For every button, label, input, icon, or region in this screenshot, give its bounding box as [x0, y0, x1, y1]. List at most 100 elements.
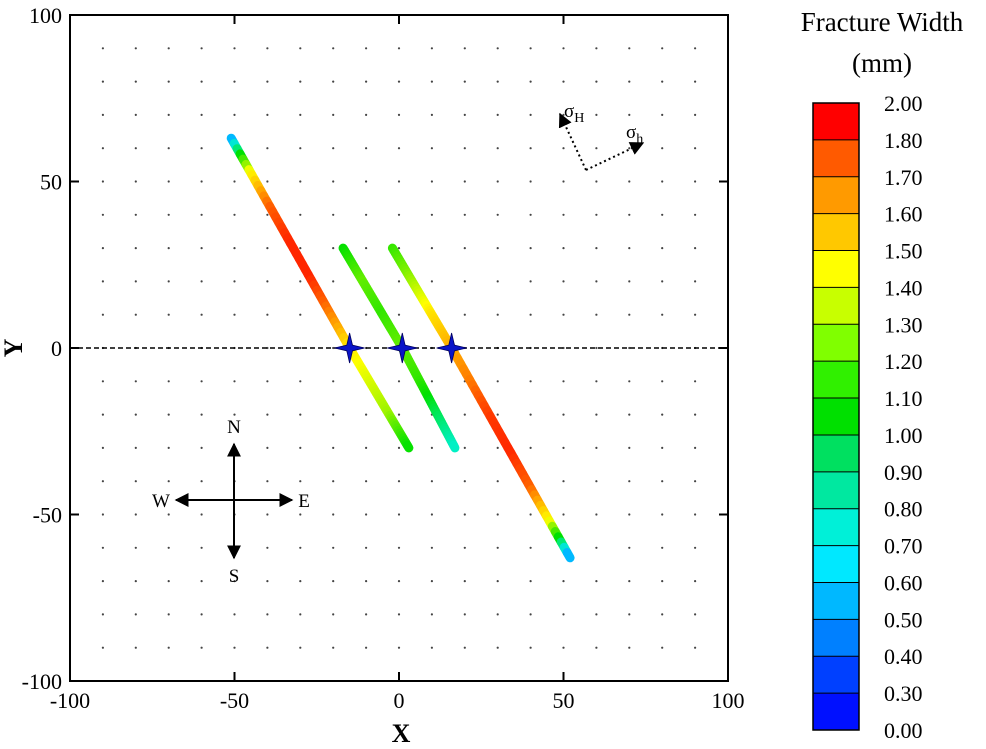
grid-dot — [101, 646, 104, 649]
perforation-star — [334, 332, 365, 364]
grid-dot — [332, 613, 335, 616]
grid-dot — [365, 180, 368, 183]
grid-dot — [430, 113, 433, 116]
x-tick-label: 50 — [553, 688, 575, 713]
grid-dot — [332, 346, 335, 350]
grid-dot — [628, 446, 631, 449]
grid-dot — [562, 47, 565, 50]
grid-dot — [529, 280, 532, 283]
grid-dot — [365, 147, 368, 150]
colorbar-label: 1.30 — [884, 312, 923, 337]
colorbar-label: 0.40 — [884, 644, 923, 669]
grid-dot — [299, 413, 302, 416]
grid-dot — [661, 180, 664, 183]
grid-dot — [595, 213, 598, 216]
grid-dot — [200, 580, 203, 583]
grid-dot — [332, 147, 335, 150]
grid-dot — [299, 646, 302, 649]
max-stress-subscript: H — [574, 111, 584, 126]
grid-dot — [299, 613, 302, 616]
grid-dot — [661, 580, 664, 583]
grid-dot — [134, 480, 137, 483]
grid-dot — [628, 80, 631, 83]
grid-dot — [266, 213, 269, 216]
grid-dot — [200, 413, 203, 416]
colorbar-cells — [813, 103, 859, 731]
colorbar-label: 1.50 — [884, 239, 923, 264]
colorbar-label: 1.00 — [884, 423, 923, 448]
grid-dot — [101, 580, 104, 583]
grid-dot — [101, 80, 104, 83]
grid-dot — [694, 180, 697, 183]
colorbar-label: 1.20 — [884, 349, 923, 374]
grid-dot — [167, 213, 170, 216]
grid-dot — [233, 180, 236, 183]
grid-dot — [200, 180, 203, 183]
grid-dot — [266, 580, 269, 583]
grid-dot — [463, 480, 466, 483]
grid-dot — [266, 280, 269, 283]
grid-dot — [397, 546, 401, 549]
y-tick-label: -50 — [33, 503, 62, 528]
grid-dot — [595, 613, 598, 616]
grid-dot — [430, 513, 433, 516]
grid-dot — [529, 113, 532, 116]
grid-dot — [332, 180, 335, 183]
grid-dot — [562, 147, 565, 150]
grid-dot — [496, 413, 499, 416]
grid-dot — [661, 47, 664, 50]
grid-dot — [200, 313, 203, 316]
grid-dot — [529, 180, 532, 183]
grid-dot — [628, 280, 631, 283]
grid-dot — [661, 147, 664, 150]
grid-dot — [628, 247, 631, 250]
grid-dot — [661, 280, 664, 283]
grid-dot — [299, 47, 302, 50]
grid-dot — [463, 147, 466, 150]
grid-dot — [134, 613, 137, 616]
grid-dot — [496, 613, 499, 616]
grid-dot — [299, 247, 302, 250]
grid-dot — [661, 480, 664, 483]
grid-dot — [496, 247, 499, 250]
grid-dot — [529, 413, 532, 416]
compass-south-label: S — [229, 566, 240, 587]
grid-dot — [200, 480, 203, 483]
min-stress-label: σh — [626, 122, 643, 147]
grid-dot — [694, 413, 697, 416]
grid-dot — [200, 80, 203, 83]
grid-dot — [496, 480, 499, 483]
colorbar-label: 1.40 — [884, 275, 923, 300]
grid-dot — [595, 380, 598, 383]
colorbar-cell — [813, 545, 859, 583]
grid-dot — [266, 480, 269, 483]
compass-east-label: E — [298, 491, 310, 512]
grid-dot — [167, 546, 170, 549]
grid-dot — [628, 480, 631, 483]
grid-dot — [167, 180, 170, 183]
grid-dot — [397, 646, 401, 649]
grid-dot — [167, 480, 170, 483]
grid-dot — [661, 446, 664, 449]
grid-dot — [562, 80, 565, 83]
colorbar-cell — [813, 139, 859, 178]
grid-dot — [332, 446, 335, 449]
grid-dot — [397, 613, 401, 616]
grid-dot — [628, 613, 631, 616]
grid-dot — [397, 180, 401, 183]
grid-dot — [661, 646, 664, 649]
grid-dot — [562, 446, 565, 449]
fracture-piece — [402, 440, 414, 453]
grid-dot — [694, 80, 697, 83]
min-stress-subscript: h — [636, 132, 643, 147]
fracture-traces — [226, 133, 575, 563]
grid-dot — [101, 180, 104, 183]
grid-dot — [661, 247, 664, 250]
colorbar: Fracture Width (mm) 2.00 1.80 1.70 1.60 1.50… — [801, 7, 964, 743]
grid-dot — [397, 113, 401, 116]
grid-dot — [332, 413, 335, 416]
grid-dot — [365, 47, 368, 50]
grid-dot — [167, 313, 170, 316]
grid-dot — [167, 247, 170, 250]
